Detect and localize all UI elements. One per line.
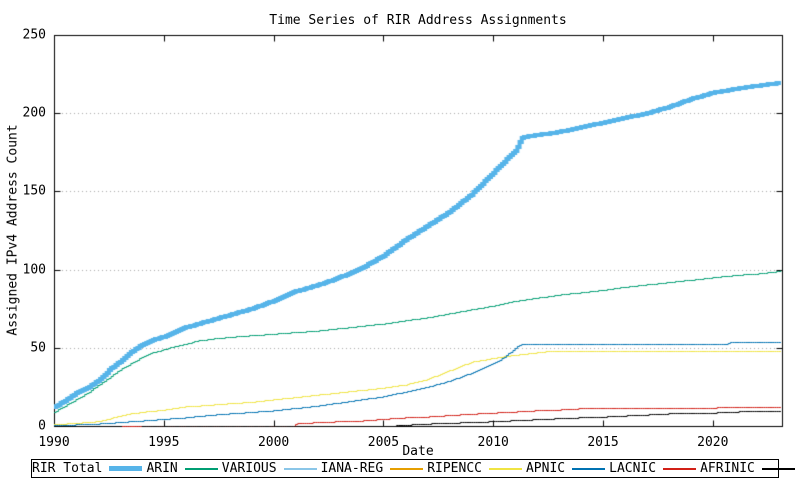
legend-line-swatch	[109, 466, 143, 471]
x-tick-label: 2010	[477, 435, 509, 450]
x-tick-label: 2005	[367, 435, 400, 450]
x-tick-label: 2000	[257, 435, 290, 450]
legend-line-swatch	[184, 467, 218, 470]
x-tick-label: 1995	[148, 435, 180, 450]
y-tick-label: 100	[22, 262, 46, 278]
legend-label: RIR Total	[32, 461, 103, 476]
y-tick-label: 200	[22, 105, 46, 121]
legend-entry: RIPENCC	[427, 460, 526, 477]
legend: RIR Total ARIN VARIOUS IANA-REG RIPENCC APNIC…	[31, 459, 795, 478]
legend-entry: AFRINIC	[700, 460, 799, 477]
x-tick-label: 2015	[587, 435, 619, 450]
legend-label: LACNIC	[609, 461, 657, 476]
legend-entry: RIR Total	[32, 460, 146, 477]
y-tick-label: 250	[22, 27, 46, 43]
legend-line-swatch	[761, 467, 795, 470]
legend-label: VARIOUS	[221, 461, 277, 476]
x-tick-label: 1990	[38, 435, 70, 450]
legend-label: IANA-REG	[320, 461, 384, 476]
y-axis-title: Assigned IPv4 Address Count	[5, 124, 21, 336]
legend-entry: APNIC	[526, 460, 609, 477]
legend-entry: VARIOUS	[222, 460, 321, 477]
legend-label: APNIC	[525, 461, 566, 476]
legend-label: ARIN	[146, 461, 178, 476]
legend-label: AFRINIC	[700, 461, 755, 476]
y-tick-label: 150	[22, 183, 46, 199]
y-tick-label: 0	[38, 418, 46, 434]
legend-label: RIPENCC	[427, 461, 482, 476]
legend-entry: IANA-REG	[321, 460, 428, 477]
legend-entry: ARIN	[146, 460, 221, 477]
x-axis-title: Date	[402, 444, 434, 459]
legend-line-swatch	[663, 467, 697, 470]
chart-title: Time Series of RIR Address Assignments	[269, 13, 567, 28]
legend-line-swatch	[390, 467, 424, 470]
x-tick-label: 2020	[697, 435, 729, 450]
legend-line-swatch	[572, 467, 606, 470]
legend-entry: LACNIC	[609, 460, 700, 477]
legend-line-swatch	[488, 467, 522, 470]
y-tick-label: 50	[30, 340, 46, 356]
legend-line-swatch	[283, 467, 317, 470]
